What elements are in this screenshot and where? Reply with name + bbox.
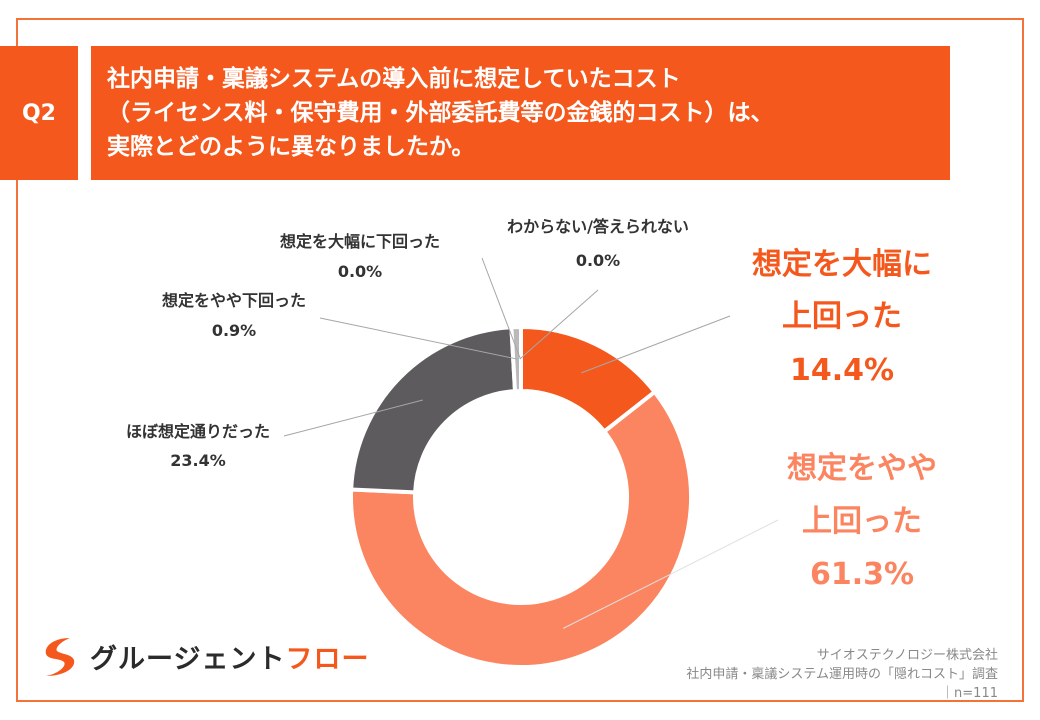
slice-slightly-higher xyxy=(349,389,693,669)
question-line-2: （ライセンス料・保守費用・外部委託費等の金銭的コスト）は、 xyxy=(107,100,774,126)
label-much-higher-line-2: 上回った xyxy=(782,299,902,334)
brand-logo-icon xyxy=(45,638,75,676)
label-unknown-value: 0.0% xyxy=(576,251,620,270)
label-slightly-higher-line-2: 上回った xyxy=(802,504,922,539)
source-company: サイオステクノロジー株式会社 xyxy=(816,648,998,663)
label-as-expected: ほぼ想定通りだった xyxy=(126,422,270,441)
question-line-3: 実際とどのように異なりましたか。 xyxy=(107,134,475,160)
source-survey: 社内申請・稟議システム運用時の「隠れコスト」調査 xyxy=(686,667,998,682)
leader-line-much-higher xyxy=(581,315,731,374)
label-slightly-lower: 想定をやや下回った xyxy=(161,291,306,310)
question-badge: Q2 xyxy=(0,46,78,180)
leader-line-slightly-higher xyxy=(563,519,779,629)
label-as-expected-value: 23.4% xyxy=(170,451,226,470)
question-line-1: 社内申請・稟議システムの導入前に想定していたコスト xyxy=(107,66,681,92)
leader-line-as-expected xyxy=(283,399,423,437)
leader-line-unknown xyxy=(519,289,599,360)
label-much-lower: 想定を大幅に下回った xyxy=(279,232,440,251)
leader-lines xyxy=(283,257,779,629)
question-box: 社内申請・稟議システムの導入前に想定していたコスト （ライセンス料・保守費用・外… xyxy=(91,46,950,180)
slice-as-expected xyxy=(349,325,518,495)
brand-logo: グルージェントフロー xyxy=(36,632,369,680)
label-much-lower-value: 0.0% xyxy=(338,262,382,281)
donut-slices xyxy=(349,324,693,669)
source-sample-size: ｜n=111 xyxy=(941,686,998,701)
leader-line-much-lower xyxy=(481,257,521,360)
source-note: サイオステクノロジー株式会社 社内申請・稟議システム運用時の「隠れコスト」調査 … xyxy=(686,646,998,703)
label-unknown: わからない/答えられない xyxy=(507,217,689,236)
label-slightly-lower-value: 0.9% xyxy=(212,321,256,340)
label-much-higher-line-1: 想定を大幅に xyxy=(752,247,932,282)
slide-frame xyxy=(16,18,1024,702)
leader-line-slightly-lower xyxy=(319,317,518,360)
brand-logo-text: グルージェントフロー xyxy=(90,643,370,675)
label-slightly-higher-line-1: 想定をやや xyxy=(787,451,937,486)
label-slightly-higher-value: 61.3% xyxy=(810,557,914,592)
label-much-higher-value: 14.4% xyxy=(790,353,894,388)
